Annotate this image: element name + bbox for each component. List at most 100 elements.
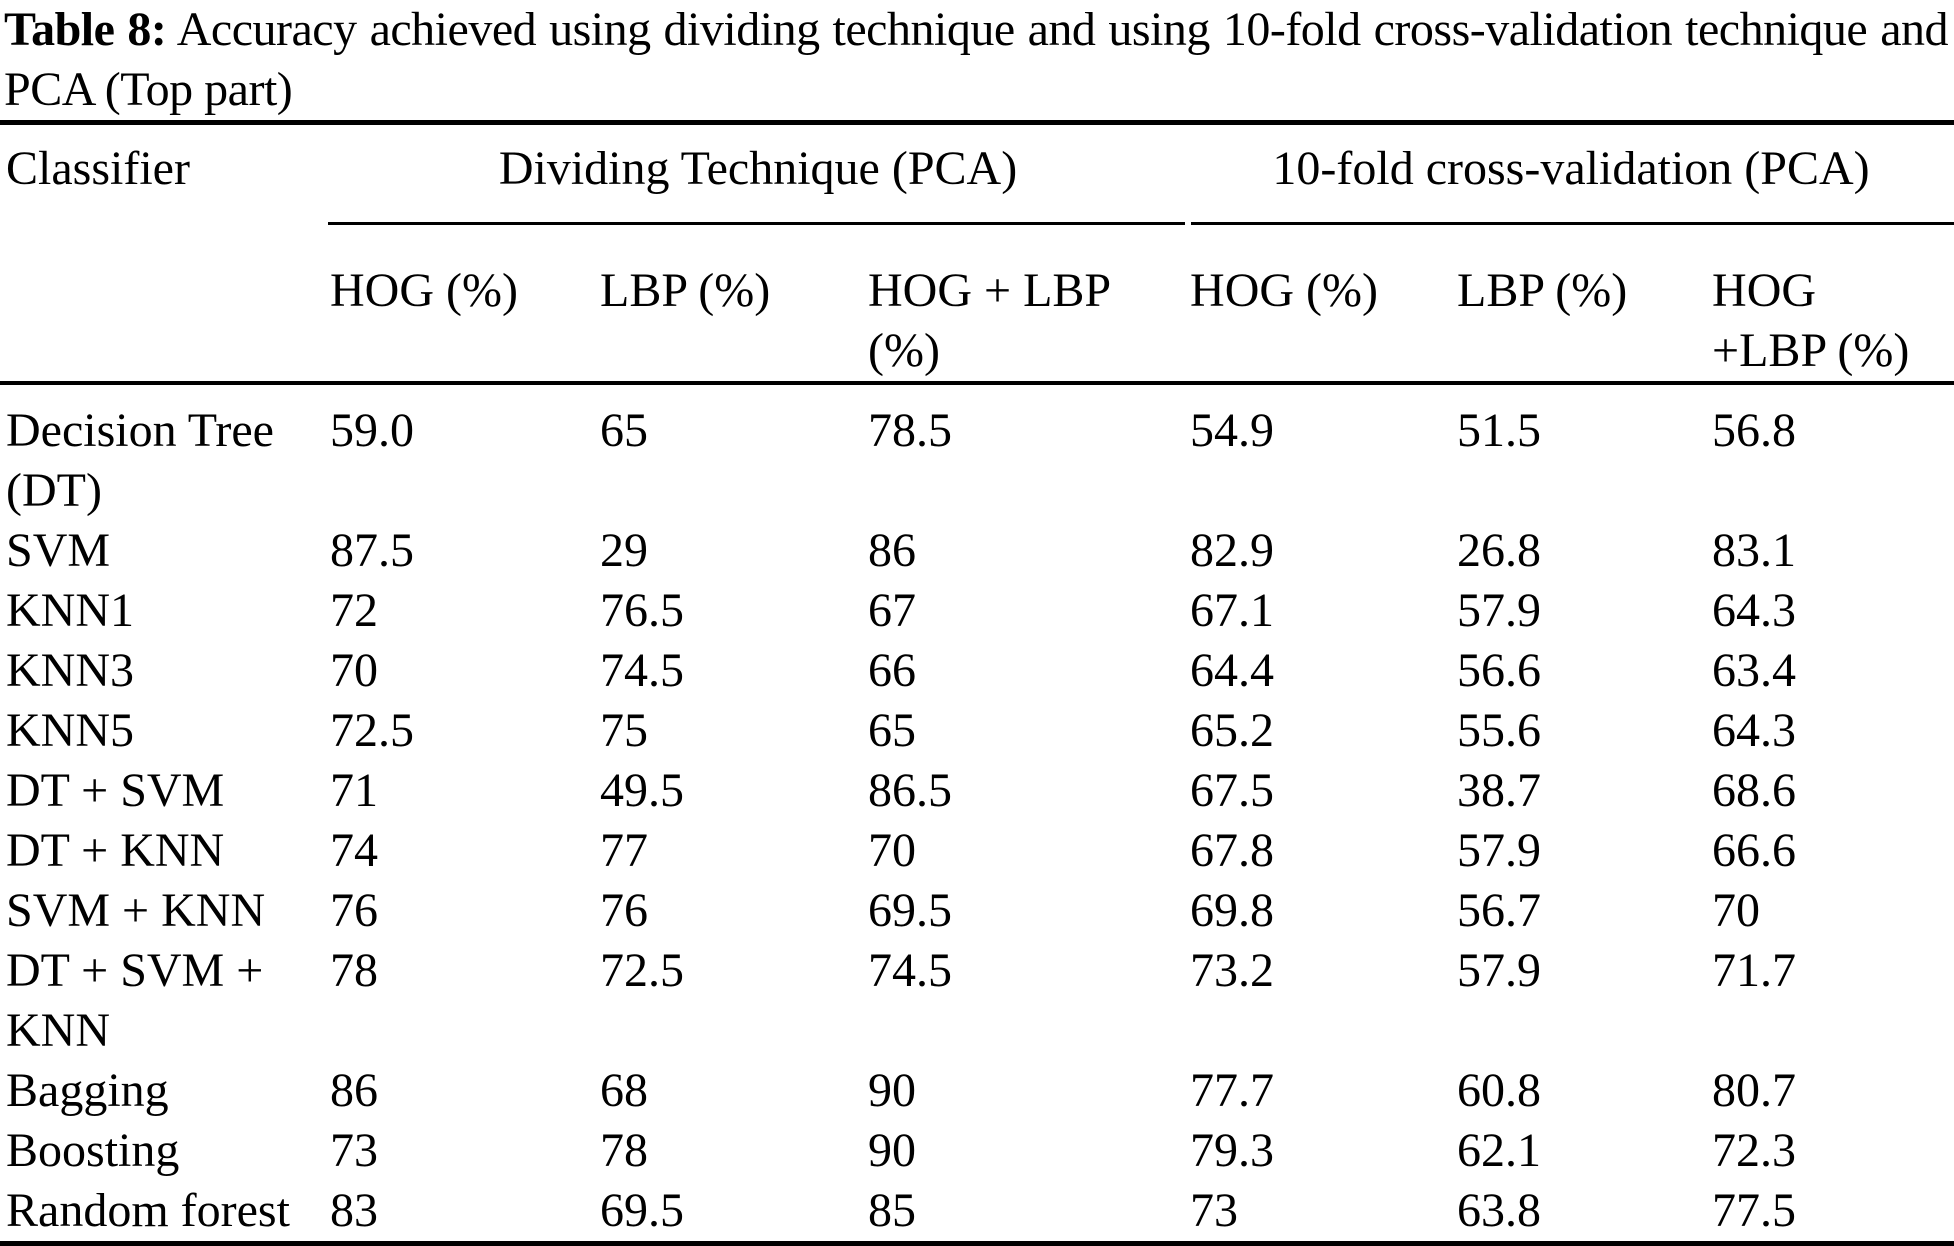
- accuracy-value-cell: 76: [600, 884, 648, 937]
- sub-header-row: HOG (%) LBP (%) HOG + LBP (%) HOG (%) LB…: [0, 225, 1954, 385]
- accuracy-value-cell: 71.7: [1712, 944, 1797, 997]
- accuracy-value-cell: 69.5: [868, 884, 952, 937]
- accuracy-value-cell: 54.9: [1190, 404, 1275, 457]
- column-header-hog-crossval: HOG (%): [1188, 225, 1456, 385]
- column-header-lbp-dividing: LBP (%): [598, 225, 866, 385]
- classifier-cell: SVM + KNN: [6, 884, 266, 937]
- caption-label: Table 8:: [4, 3, 167, 56]
- accuracy-value-cell: 64.3: [1712, 584, 1797, 637]
- table-row: Decision Tree (DT) 59.0 65 78.5 54.9 51.5 56.8: [0, 385, 1954, 521]
- table-row: Boosting 73 78 90 79.3 62.1 72.3: [0, 1121, 1954, 1181]
- group-header-crossvalidation-label: 10-fold cross-validation (PCA): [1272, 142, 1870, 195]
- group-header-row: Classifier Dividing Technique (PCA) 10-f…: [0, 125, 1954, 385]
- accuracy-value-cell: 77: [600, 824, 648, 877]
- accuracy-value-cell: 67: [868, 584, 916, 637]
- accuracy-value-cell: 65: [868, 704, 916, 757]
- accuracy-value-cell: 90: [868, 1124, 916, 1177]
- accuracy-value-cell: 66.6: [1712, 824, 1797, 877]
- accuracy-value-cell: 51.5: [1457, 404, 1542, 457]
- rule-gap-divider: [1185, 222, 1192, 225]
- accuracy-value-cell: 75: [600, 704, 648, 757]
- accuracy-value-cell: 73: [1190, 1184, 1239, 1237]
- accuracy-value-cell: 66: [868, 644, 916, 697]
- accuracy-value-cell: 62.1: [1457, 1124, 1542, 1177]
- column-header-hog-lbp-crossval: HOG +LBP (%): [1710, 225, 1954, 385]
- table-row: SVM + KNN 76 76 69.5 69.8 56.7 70: [0, 881, 1954, 941]
- accuracy-value-cell: 65: [600, 404, 648, 457]
- accuracy-value-cell: 74: [330, 824, 378, 877]
- accuracy-value-cell: 70: [1712, 884, 1761, 937]
- table-body: Decision Tree (DT) 59.0 65 78.5 54.9 51.5 56.8…: [0, 385, 1954, 1241]
- classifier-cell: SVM: [6, 524, 111, 577]
- accuracy-value-cell: 60.8: [1457, 1064, 1542, 1117]
- accuracy-value-cell: 56.7: [1457, 884, 1542, 937]
- accuracy-value-cell: 78.5: [868, 404, 952, 457]
- table-row: DT + KNN 74 77 70 67.8 57.9 66.6: [0, 821, 1954, 881]
- accuracy-value-cell: 71: [330, 764, 378, 817]
- table-row: Random forest 83 69.5 85 73 63.8 77.5: [0, 1181, 1954, 1241]
- accuracy-value-cell: 26.8: [1457, 524, 1542, 577]
- accuracy-value-cell: 57.9: [1457, 824, 1542, 877]
- accuracy-value-cell: 79.3: [1190, 1124, 1275, 1177]
- accuracy-value-cell: 74.5: [868, 944, 952, 997]
- group-header-crossvalidation: 10-fold cross-validation (PCA): [1185, 125, 1954, 225]
- classifier-cell: KNN5: [6, 704, 134, 757]
- classifier-cell: Boosting: [6, 1124, 180, 1177]
- column-header-lbp-crossval: LBP (%): [1455, 225, 1711, 385]
- accuracy-value-cell: 85: [868, 1184, 916, 1237]
- accuracy-value-cell: 72.5: [330, 704, 414, 757]
- accuracy-value-cell: 56.6: [1457, 644, 1542, 697]
- classifier-cell: Bagging: [6, 1064, 169, 1117]
- accuracy-value-cell: 68: [600, 1064, 648, 1117]
- accuracy-value-cell: 77.7: [1190, 1064, 1275, 1117]
- accuracy-value-cell: 78: [330, 944, 378, 997]
- accuracy-value-cell: 67.8: [1190, 824, 1275, 877]
- caption-text: Accuracy achieved using dividing techniq…: [4, 3, 1949, 116]
- accuracy-value-cell: 67.1: [1190, 584, 1275, 637]
- accuracy-value-cell: 76.5: [600, 584, 684, 637]
- classifier-cell: Decision Tree (DT): [6, 404, 274, 517]
- accuracy-value-cell: 90: [868, 1064, 916, 1117]
- table-row: KNN5 72.5 75 65 65.2 55.6 64.3: [0, 701, 1954, 761]
- accuracy-value-cell: 80.7: [1712, 1064, 1797, 1117]
- classifier-cell: DT + SVM + KNN: [6, 944, 264, 1057]
- table-row: DT + SVM + KNN 78 72.5 74.5 73.2 57.9 71.7: [0, 941, 1954, 1061]
- accuracy-value-cell: 82.9: [1190, 524, 1275, 577]
- accuracy-value-cell: 49.5: [600, 764, 684, 817]
- accuracy-value-cell: 65.2: [1190, 704, 1275, 757]
- accuracy-value-cell: 68.6: [1712, 764, 1797, 817]
- accuracy-value-cell: 76: [330, 884, 378, 937]
- accuracy-value-cell: 83: [330, 1184, 378, 1237]
- accuracy-value-cell: 72.5: [600, 944, 684, 997]
- table-row: KNN1 72 76.5 67 67.1 57.9 64.3: [0, 581, 1954, 641]
- accuracy-value-cell: 78: [600, 1124, 648, 1177]
- accuracy-value-cell: 63.8: [1457, 1184, 1542, 1237]
- table-row: DT + SVM 71 49.5 86.5 67.5 38.7 68.6: [0, 761, 1954, 821]
- accuracy-value-cell: 86.5: [868, 764, 952, 817]
- accuracy-value-cell: 38.7: [1457, 764, 1542, 817]
- accuracy-value-cell: 77.5: [1712, 1184, 1797, 1237]
- table-row: SVM 87.5 29 86 82.9 26.8 83.1: [0, 521, 1954, 581]
- accuracy-value-cell: 86: [330, 1064, 378, 1117]
- accuracy-value-cell: 73: [330, 1124, 378, 1177]
- accuracy-value-cell: 73.2: [1190, 944, 1275, 997]
- accuracy-value-cell: 70: [330, 644, 378, 697]
- accuracy-value-cell: 59.0: [330, 404, 414, 457]
- accuracy-value-cell: 64.3: [1712, 704, 1797, 757]
- column-header-hog-lbp-dividing: HOG + LBP (%): [866, 225, 1189, 385]
- table-row: KNN3 70 74.5 66 64.4 56.6 63.4: [0, 641, 1954, 701]
- classifier-cell: Random forest: [6, 1184, 290, 1237]
- classifier-cell: KNN1: [6, 584, 134, 637]
- accuracy-value-cell: 86: [868, 524, 916, 577]
- accuracy-value-cell: 69.5: [600, 1184, 684, 1237]
- accuracy-value-cell: 72.3: [1712, 1124, 1797, 1177]
- column-header-hog-dividing: HOG (%): [328, 225, 598, 385]
- accuracy-value-cell: 56.8: [1712, 404, 1797, 457]
- accuracy-value-cell: 64.4: [1190, 644, 1275, 697]
- classifier-cell: KNN3: [6, 644, 134, 697]
- table-row: Bagging 86 68 90 77.7 60.8 80.7: [0, 1061, 1954, 1121]
- accuracy-value-cell: 57.9: [1457, 944, 1542, 997]
- classifier-cell: DT + KNN: [6, 824, 225, 877]
- accuracy-value-cell: 69.8: [1190, 884, 1275, 937]
